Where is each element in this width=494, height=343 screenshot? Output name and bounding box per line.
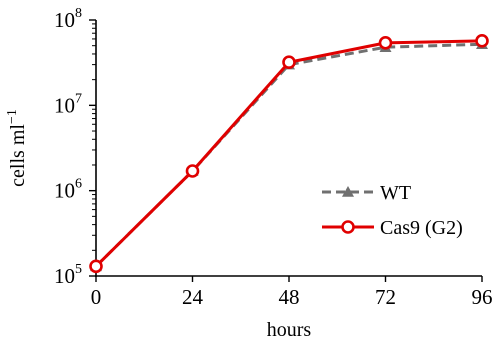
x-tick-label: 72	[375, 285, 396, 309]
data-point-cas9-g2	[378, 36, 393, 50]
data-point-cas9-g2	[282, 55, 296, 70]
legend-label-wt: WT	[380, 182, 411, 204]
y-axis-label-superscript: −1	[5, 109, 20, 124]
x-tick-label: 0	[91, 285, 102, 309]
data-point-cas9-g2	[475, 34, 489, 48]
y-tick-label: 106	[54, 177, 82, 203]
legend: WT Cas9 (G2)	[322, 182, 463, 239]
x-axis-label: hours	[267, 319, 312, 341]
y-axis-label: cells ml−1	[5, 109, 29, 187]
data-point-cas9-g2	[185, 164, 200, 178]
data-point-cas9-g2	[89, 259, 103, 274]
x-tick-label: 48	[279, 285, 300, 309]
legend-marker-wt	[342, 186, 354, 197]
legend-marker-cas9-g2	[341, 220, 355, 234]
y-tick-label: 108	[54, 6, 82, 32]
y-tick-label: 107	[54, 91, 82, 117]
x-tick-label: 96	[472, 285, 493, 309]
series-layer	[89, 34, 489, 274]
ticks: 0 24 48 72 96 105 106 107 108	[54, 6, 493, 309]
y-tick-label: 105	[54, 262, 82, 288]
legend-label-cas9-g2: Cas9 (G2)	[380, 217, 463, 239]
x-tick-label: 24	[182, 285, 204, 309]
y-axis-label-main: cells ml	[7, 124, 29, 187]
